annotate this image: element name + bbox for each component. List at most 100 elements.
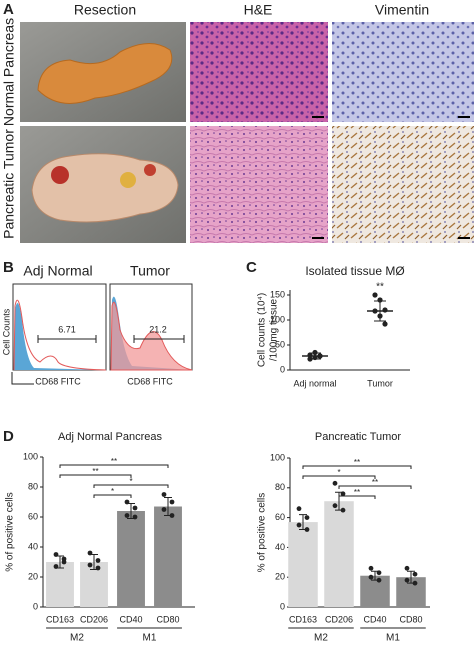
error-bar [374, 300, 386, 322]
data-point [340, 491, 346, 497]
data-point [368, 565, 374, 571]
plot-title: Tumor [130, 263, 170, 279]
x-tick-label: CD80 [399, 614, 422, 624]
y-tick-label: 0 [280, 364, 285, 374]
data-point [161, 492, 167, 497]
y-tick-label: 40 [275, 542, 285, 552]
significance-bracket [302, 475, 376, 479]
significance-bracket [93, 494, 132, 498]
x-tick-label: CD80 [156, 614, 179, 624]
significance-bracket [59, 474, 132, 478]
panel-label: C [246, 259, 257, 276]
vimentin-image [332, 22, 474, 122]
y-axis-label: Cell counts (10⁴) [257, 293, 268, 367]
data-point [124, 499, 130, 505]
data-point [382, 321, 388, 327]
specimen-spot [144, 164, 156, 176]
bar [154, 506, 182, 607]
data-point [61, 556, 67, 562]
y-tick-label: 60 [28, 511, 38, 521]
significance-bracket [59, 464, 169, 468]
significance-label: * [129, 477, 132, 486]
axis-label: CD68 FITC [35, 376, 81, 386]
data-point [169, 513, 175, 518]
y-tick-label: 150 [270, 289, 285, 299]
y-tick-label: 60 [275, 512, 285, 522]
significance-label: ** [376, 282, 384, 293]
x-tick-label: CD163 [46, 614, 74, 624]
axis-label: CD68 FITC [127, 376, 173, 386]
axis-arrow [11, 372, 34, 385]
specimen [31, 153, 179, 223]
data-point [412, 580, 418, 586]
panel-label: A [3, 1, 14, 18]
significance-label: ** [111, 457, 117, 466]
significance-label: * [111, 487, 114, 496]
group-label: M2 [70, 633, 84, 644]
significance-bracket [338, 485, 412, 489]
data-point [87, 550, 93, 556]
specimen [37, 43, 173, 104]
column-header: Vimentin [375, 2, 429, 18]
column-header: H&E [244, 2, 273, 18]
plot-title: Adj Normal [23, 263, 92, 279]
y-tick-label: 50 [275, 339, 285, 349]
data-point [53, 552, 59, 557]
axis-label: Cell Counts [1, 308, 11, 355]
cd68-histogram [13, 299, 107, 371]
x-tick-label: CD206 [325, 614, 353, 624]
data-point [296, 522, 302, 528]
y-tick-label: 0 [33, 601, 38, 611]
x-tick-label: CD40 [119, 614, 142, 624]
he-image [190, 22, 328, 122]
data-point [404, 577, 410, 583]
significance-label: ** [372, 478, 378, 487]
x-tick-label: Adj normal [293, 378, 336, 388]
y-tick-label: 20 [28, 571, 38, 581]
y-tick-label: 80 [275, 482, 285, 492]
group-label: M1 [386, 633, 400, 644]
significance-bracket [93, 484, 169, 488]
data-point [340, 507, 346, 513]
data-point [404, 565, 410, 571]
data-point [372, 292, 378, 298]
y-axis-label: % of positive cells [5, 492, 16, 571]
data-point [87, 562, 93, 568]
data-point [53, 564, 59, 569]
data-point [304, 527, 310, 532]
chart-title: Pancreatic Tumor [315, 431, 402, 443]
y-tick-label: 100 [270, 314, 285, 324]
panel-label: D [3, 428, 14, 445]
chart-title: Isolated tissue MØ [305, 264, 404, 278]
data-point [124, 513, 130, 518]
y-tick-label: 20 [275, 572, 285, 582]
image-grid [20, 22, 474, 243]
significance-label: * [337, 468, 340, 477]
data-point [95, 565, 101, 571]
data-point [382, 307, 388, 313]
column-header: Resection [74, 2, 136, 18]
y-tick-label: 80 [28, 481, 38, 491]
he-image [190, 126, 328, 243]
gate-value: 21.2 [149, 324, 167, 334]
data-point [368, 574, 374, 580]
bar [324, 501, 354, 607]
y-tick-label: 100 [23, 451, 38, 461]
data-point [332, 503, 338, 509]
data-point [132, 505, 138, 511]
isotype-histogram [14, 302, 106, 370]
x-tick-label: CD163 [289, 614, 317, 624]
data-point [376, 570, 382, 576]
panel-label: B [3, 259, 14, 276]
chart-title: Adj Normal Pancreas [58, 431, 162, 443]
data-point [132, 514, 138, 520]
row-label: Pancreatic Tumor [1, 129, 17, 239]
row-label: Normal Pancreas [1, 18, 17, 126]
x-tick-label: CD40 [363, 614, 386, 624]
error-bar [309, 352, 321, 360]
data-point [412, 571, 418, 577]
specimen-spot [120, 172, 136, 188]
data-point [169, 499, 175, 505]
y-axis-label: /100mg tissue [269, 298, 280, 361]
